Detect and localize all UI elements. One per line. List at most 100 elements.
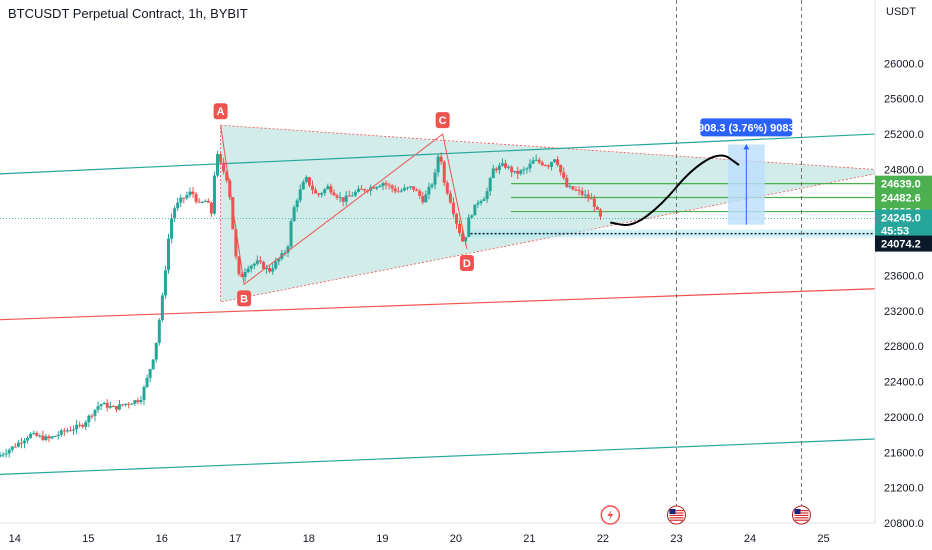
time-tick-label: 15	[82, 533, 94, 545]
pattern-point-label: D	[463, 258, 471, 270]
candle-body	[142, 386, 146, 401]
pattern-point-badge	[459, 254, 474, 271]
projection-label: 908.3 (3.76%) 9083	[698, 122, 795, 134]
candle-body	[360, 188, 364, 190]
target-price-badge-box	[875, 235, 932, 252]
candle-body	[439, 156, 443, 162]
channel-lower-line	[0, 438, 876, 475]
candle-body	[35, 432, 39, 436]
us-flag-stripe	[794, 510, 809, 512]
candle-body	[136, 400, 140, 403]
candle-body	[1, 454, 5, 456]
candle-body	[16, 442, 20, 447]
candle-body	[59, 430, 63, 435]
channel-top-line	[0, 133, 876, 175]
candle-body	[219, 154, 223, 163]
candle-body	[167, 238, 171, 271]
level-price-badge-1: 24639.0	[881, 179, 921, 191]
candle-body	[356, 188, 360, 192]
candle-body	[81, 425, 85, 427]
candle-body	[124, 403, 128, 405]
candle-body	[44, 436, 48, 440]
candle-body	[197, 201, 201, 203]
candle-body	[516, 170, 520, 174]
candle-body	[448, 193, 452, 203]
candle-body	[13, 446, 17, 448]
candle-body	[68, 430, 72, 432]
pattern-point-badge	[435, 112, 450, 129]
candle-body	[295, 200, 299, 208]
candle-body	[479, 200, 483, 203]
candle-body	[531, 160, 535, 164]
channel-bottom-line	[0, 288, 876, 321]
pattern-point-label: B	[240, 293, 248, 305]
candle-body	[105, 402, 109, 408]
candle-body	[393, 188, 397, 192]
candle-body	[151, 359, 155, 370]
candle-body	[26, 438, 30, 441]
candle-body	[265, 267, 269, 269]
candle-body	[326, 186, 330, 190]
candle-body	[53, 436, 57, 438]
candle-body	[409, 186, 413, 188]
candle-body	[482, 199, 486, 201]
candle-body	[433, 172, 437, 185]
pattern-point-label: C	[439, 115, 447, 127]
candle-body	[258, 260, 262, 262]
us-flag-icon	[794, 509, 801, 514]
candle-body	[87, 415, 91, 423]
candle-body	[231, 197, 235, 230]
price-tick-label: 20800.0	[884, 518, 924, 530]
candle-body	[268, 267, 272, 272]
candle-body	[222, 162, 226, 172]
candle-body	[50, 436, 54, 439]
candle-body	[117, 404, 121, 410]
time-tick-label: 23	[670, 533, 682, 545]
time-tick-label: 18	[303, 533, 315, 545]
candle-body	[378, 185, 382, 188]
us-flag-stripe	[794, 517, 809, 519]
candle-body	[586, 194, 590, 199]
candle-body	[212, 175, 216, 214]
candle-body	[473, 204, 477, 216]
candle-body	[243, 271, 247, 277]
us-flag-stripe	[794, 512, 809, 514]
candle-body	[510, 166, 514, 173]
us-flag-stripe	[669, 517, 684, 519]
candle-body	[344, 195, 348, 202]
price-tick-label: 22800.0	[884, 341, 924, 353]
target-price-badge: 24074.2	[881, 239, 921, 251]
candle-body	[311, 185, 314, 190]
candle-body	[130, 403, 134, 405]
candle-body	[209, 202, 213, 214]
candle-body	[200, 202, 204, 204]
candle-body	[445, 182, 449, 194]
candle-body	[491, 168, 495, 179]
candle-body	[497, 165, 501, 171]
candle-body	[160, 295, 164, 321]
candle-body	[216, 154, 220, 176]
candle-body	[451, 202, 455, 215]
candle-body	[10, 446, 14, 450]
time-tick-label: 21	[523, 533, 535, 545]
time-tick-label: 14	[9, 533, 21, 545]
candle-body	[513, 170, 517, 173]
candle-body	[580, 190, 584, 195]
candle-body	[553, 159, 557, 163]
target-band	[470, 229, 875, 238]
candle-body	[249, 265, 253, 269]
candle-body	[427, 186, 431, 195]
candle-body	[111, 405, 115, 407]
candle-body	[176, 202, 180, 209]
lightning-icon	[607, 510, 614, 520]
candle-body	[375, 187, 379, 189]
candle-body	[442, 161, 446, 183]
candle-body	[7, 449, 11, 454]
candle-body	[415, 189, 419, 192]
us-flag-icon	[669, 509, 676, 514]
candle-body	[595, 206, 599, 210]
candle-body	[387, 184, 391, 186]
